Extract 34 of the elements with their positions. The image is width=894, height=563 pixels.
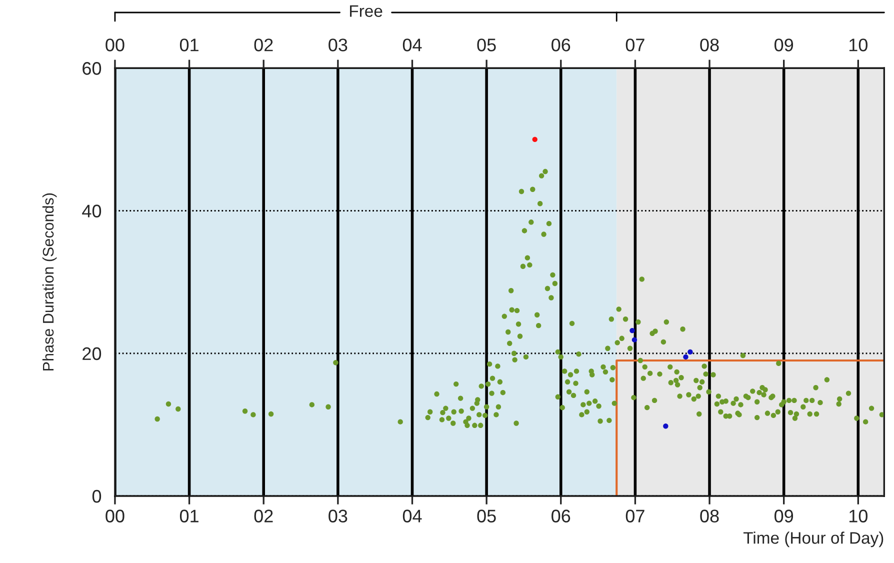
point bbox=[630, 328, 635, 334]
x2-tick-label: 04 bbox=[402, 38, 422, 52]
x2-tick-label: 08 bbox=[700, 38, 719, 52]
x-tick-label: 07 bbox=[626, 510, 644, 522]
x2-tick-label: 05 bbox=[477, 38, 496, 52]
x2-tick-label: 03 bbox=[328, 38, 348, 52]
x2-tick-label: 07 bbox=[626, 38, 644, 52]
x2-tick-label: 00 bbox=[106, 38, 124, 52]
x2-tick-label: 06 bbox=[552, 38, 570, 52]
x2-tick-label: 02 bbox=[254, 38, 273, 52]
x2-tick-label: 09 bbox=[774, 38, 794, 52]
y-axis-title: Phase Duration (Seconds) bbox=[42, 193, 57, 370]
y-tick-label: 20 bbox=[82, 347, 102, 360]
text: Free bbox=[350, 5, 382, 17]
x-tick-label: 03 bbox=[328, 510, 348, 522]
x-tick-label: 09 bbox=[774, 510, 794, 522]
point bbox=[532, 136, 538, 142]
y-tick-label: 0 bbox=[92, 490, 102, 503]
x-tick-label: 01 bbox=[180, 510, 198, 522]
x-axis-title: Time (Hour of Day) bbox=[743, 532, 884, 548]
x-tick-label: 08 bbox=[700, 510, 719, 522]
point bbox=[663, 424, 668, 429]
x2-tick-label: 01 bbox=[180, 38, 198, 52]
x-tick-label: 05 bbox=[477, 510, 496, 522]
point bbox=[683, 354, 688, 360]
x-tick-label: 10 bbox=[849, 510, 868, 522]
x-tick-label: 02 bbox=[254, 510, 273, 522]
x2-tick-label: 10 bbox=[849, 38, 868, 52]
x-tick-label: 06 bbox=[552, 510, 570, 522]
y-tick-label: 40 bbox=[82, 204, 102, 218]
y-tick-label: 60 bbox=[82, 62, 102, 75]
x-tick-label: 00 bbox=[106, 510, 124, 522]
point bbox=[632, 337, 638, 342]
x-tick-label: 04 bbox=[402, 510, 422, 522]
